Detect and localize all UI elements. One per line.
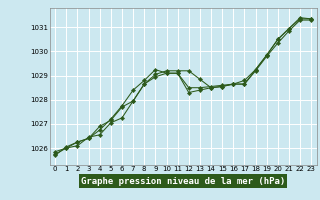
- X-axis label: Graphe pression niveau de la mer (hPa): Graphe pression niveau de la mer (hPa): [81, 177, 285, 186]
